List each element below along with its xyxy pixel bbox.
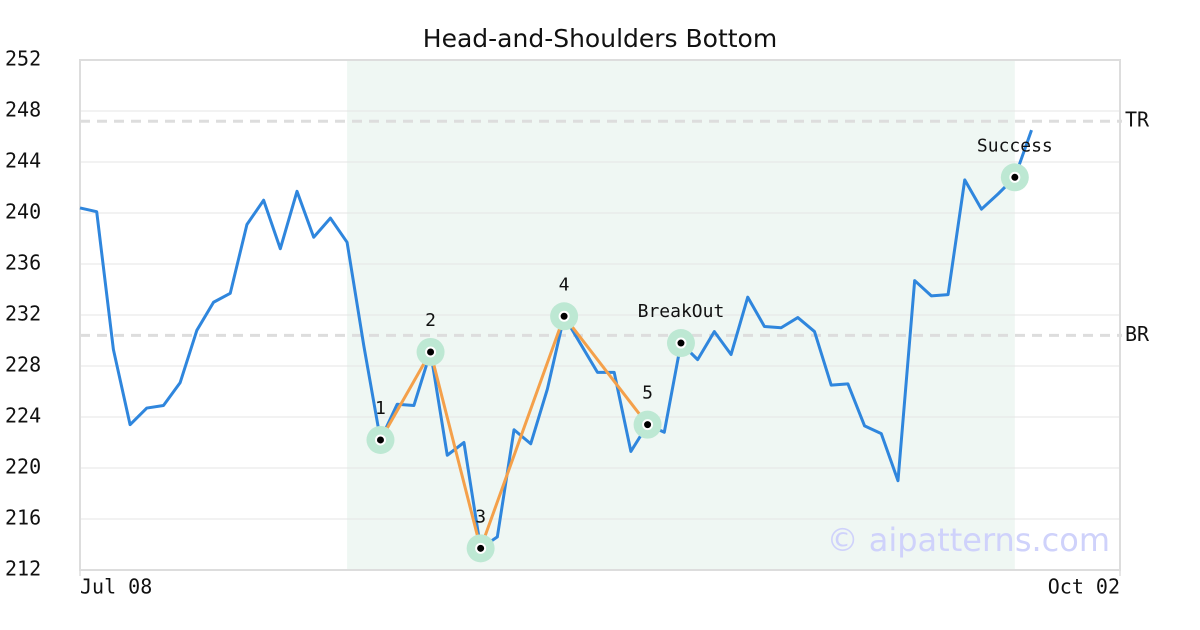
y-tick-label: 244 <box>5 149 41 173</box>
point-label: 5 <box>642 383 653 404</box>
x-tick-label: Oct 02 <box>1048 575 1120 599</box>
level-label: TR <box>1125 108 1150 132</box>
y-tick-label: 228 <box>5 353 41 377</box>
y-tick-label: 236 <box>5 251 41 275</box>
watermark: © aipatterns.com <box>827 521 1110 559</box>
point-label: 4 <box>559 274 570 295</box>
level-label: BR <box>1125 322 1150 346</box>
point-label: 2 <box>425 310 436 331</box>
y-tick-label: 224 <box>5 404 41 428</box>
y-tick-label: 216 <box>5 506 41 530</box>
point-dot <box>374 434 386 446</box>
point-label: Success <box>977 135 1053 156</box>
point-dot <box>642 419 654 431</box>
y-tick-label: 220 <box>5 455 41 479</box>
price-line <box>79 129 1033 550</box>
point-dot <box>1009 171 1021 183</box>
point-label: 1 <box>375 398 386 419</box>
x-tick-label: Jul 08 <box>80 575 152 599</box>
y-tick-label: 240 <box>5 200 41 224</box>
y-tick-label: 232 <box>5 302 41 326</box>
point-label: 3 <box>475 506 486 527</box>
point-dot <box>475 542 487 554</box>
chart-title: Head-and-Shoulders Bottom <box>423 24 777 53</box>
y-tick-label: 212 <box>5 557 41 581</box>
y-tick-label: 248 <box>5 98 41 122</box>
point-dot <box>425 346 437 358</box>
point-label: BreakOut <box>638 301 725 322</box>
plot-frame <box>79 59 1121 571</box>
y-tick-label: 252 <box>5 47 41 71</box>
point-dot <box>675 337 687 349</box>
point-dot <box>558 310 570 322</box>
